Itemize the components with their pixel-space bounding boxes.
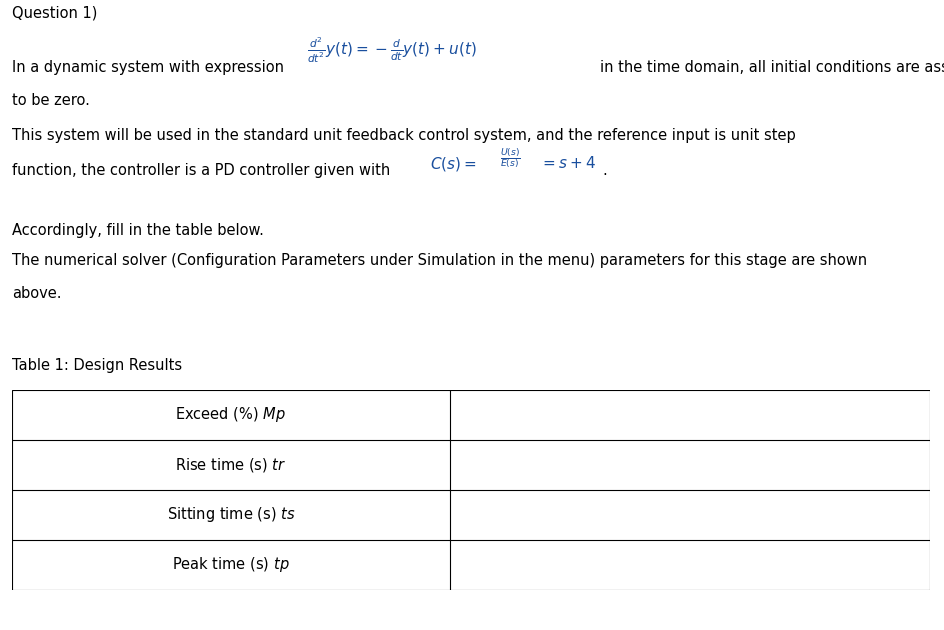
Text: This system will be used in the standard unit feedback control system, and the r: This system will be used in the standard…: [12, 128, 796, 143]
Text: above.: above.: [12, 286, 61, 301]
Text: $= s + 4$: $= s + 4$: [540, 155, 596, 171]
Text: $\frac{d^2}{dt^2}y(t) = -\frac{d}{dt}y(t) + u(t)$: $\frac{d^2}{dt^2}y(t) = -\frac{d}{dt}y(t…: [307, 36, 477, 66]
Text: in the time domain, all initial conditions are assumed: in the time domain, all initial conditio…: [600, 60, 944, 75]
Text: .: .: [602, 163, 607, 178]
Text: Peak time (s) $\mathit{tp}$: Peak time (s) $\mathit{tp}$: [172, 556, 290, 575]
Text: $\frac{U(s)}{E(s)}$: $\frac{U(s)}{E(s)}$: [500, 147, 521, 171]
Text: to be zero.: to be zero.: [12, 93, 90, 108]
Text: $C(s) = $: $C(s) = $: [430, 154, 476, 173]
Text: Exceed (%) $\mathit{Mp}$: Exceed (%) $\mathit{Mp}$: [176, 406, 287, 425]
Text: function, the controller is a PD controller given with: function, the controller is a PD control…: [12, 163, 390, 178]
Text: Sitting time (s) $\mathit{ts}$: Sitting time (s) $\mathit{ts}$: [167, 505, 295, 525]
Text: In a dynamic system with expression: In a dynamic system with expression: [12, 60, 284, 75]
Text: Table 1: Design Results: Table 1: Design Results: [12, 358, 182, 373]
Text: Accordingly, fill in the table below.: Accordingly, fill in the table below.: [12, 223, 264, 238]
Text: The numerical solver (Configuration Parameters under Simulation in the menu) par: The numerical solver (Configuration Para…: [12, 253, 868, 268]
Text: Question 1): Question 1): [12, 6, 97, 21]
Text: Rise time (s) $\mathit{tr}$: Rise time (s) $\mathit{tr}$: [176, 456, 287, 474]
